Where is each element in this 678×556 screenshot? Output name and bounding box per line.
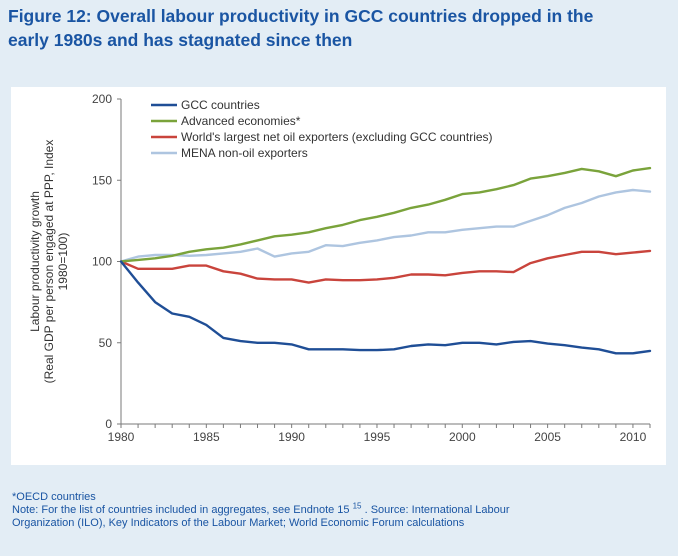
x-tick-label: 2010 [620,430,647,444]
y-tick-label: 50 [99,336,113,350]
x-tick-label: 2005 [534,430,561,444]
x-tick-label: 1985 [193,430,220,444]
series-line-mena [119,188,652,263]
chart-notes: *OECD countries Note: For the list of co… [12,491,672,530]
figure-title-line-1: Figure 12: Overall labour productivity i… [8,6,594,26]
y-axis-label-line: 1980=100) [56,233,70,291]
line-chart: 0 50 100 150 200 1980 1985 1990 1995 2000 2005 2010… [28,92,652,444]
legend-item-oil-exporters-label: World's largest net oil exporters (exclu… [181,130,493,144]
endnote-ref: 15 [352,501,362,511]
y-tick-label: 100 [92,255,112,269]
legend-item-mena-label: MENA non-oil exporters [181,146,308,160]
source-note-text: Note: For the list of countries included… [12,504,350,516]
x-tick-label: 2000 [449,430,476,444]
series-line-advanced-economies [119,166,652,263]
y-axis-label-line: (Real GDP per person engaged at PPP, Ind… [42,140,56,384]
figure-title: Figure 12: Overall labour productivity i… [8,4,668,52]
footnote-oecd: *OECD countries [12,491,96,503]
figure-title-line-2: early 1980s and has stagnated since then [8,30,353,50]
y-axis-label-line: Labour productivity growth [28,191,42,332]
legend-item-advanced-economies-label: Advanced economies* [181,114,301,128]
y-tick-label: 0 [105,417,112,431]
x-tick-label: 1990 [278,430,305,444]
x-tick-label: 1980 [108,430,135,444]
source-note-line-2: Organization (ILO), Key Indicators of th… [12,517,465,529]
x-tick-label: 1995 [364,430,391,444]
legend-item-gcc-label: GCC countries [181,98,260,112]
source-note-text-2: . Source: International Labour [364,504,510,516]
chart-panel: 0 50 100 150 200 1980 1985 1990 1995 2000 2005 2010… [11,87,666,465]
series-line-oil-exporters [119,249,652,284]
y-tick-label: 200 [92,92,112,106]
y-tick-label: 150 [92,173,112,187]
source-note-line-1: Note: For the list of countries included… [12,501,672,517]
series-line-gcc [119,260,652,355]
